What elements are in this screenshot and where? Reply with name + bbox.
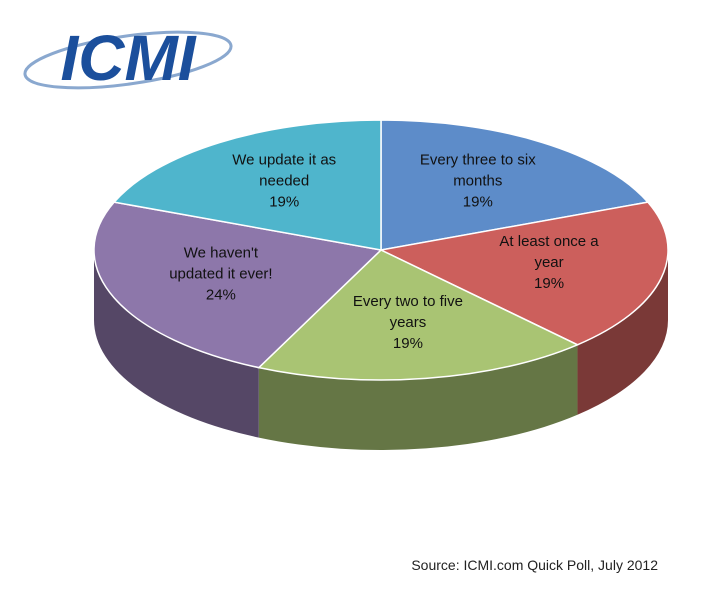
value-label: 19% bbox=[463, 193, 493, 210]
logo-text: ICMI bbox=[60, 22, 196, 94]
value-label: 19% bbox=[269, 193, 299, 210]
pie: Every three to six months 19% At least once… bbox=[93, 119, 669, 450]
value-label: 19% bbox=[534, 275, 564, 292]
slice-label: We update it as needed bbox=[232, 151, 336, 189]
slice-side bbox=[577, 250, 668, 415]
slice-label: We haven't updated it ever! bbox=[169, 245, 272, 283]
slice-label: Every three to six months bbox=[420, 151, 536, 189]
slice bbox=[380, 119, 650, 251]
logo: ICMI bbox=[23, 22, 233, 94]
value-label: 24% bbox=[206, 287, 236, 304]
source-note: Source: ICMI.com Quick Poll, July 2012 bbox=[411, 557, 658, 573]
logo-swoosh bbox=[23, 30, 233, 90]
slice bbox=[378, 201, 669, 346]
slice bbox=[93, 201, 383, 369]
value-label: 19% bbox=[393, 335, 423, 352]
slice-side bbox=[258, 344, 578, 450]
slice bbox=[112, 119, 382, 251]
slice-label: Every two to five years bbox=[353, 293, 463, 331]
slice bbox=[257, 249, 580, 381]
slice-side bbox=[93, 250, 259, 438]
slice-label: At least once a year bbox=[499, 233, 599, 271]
